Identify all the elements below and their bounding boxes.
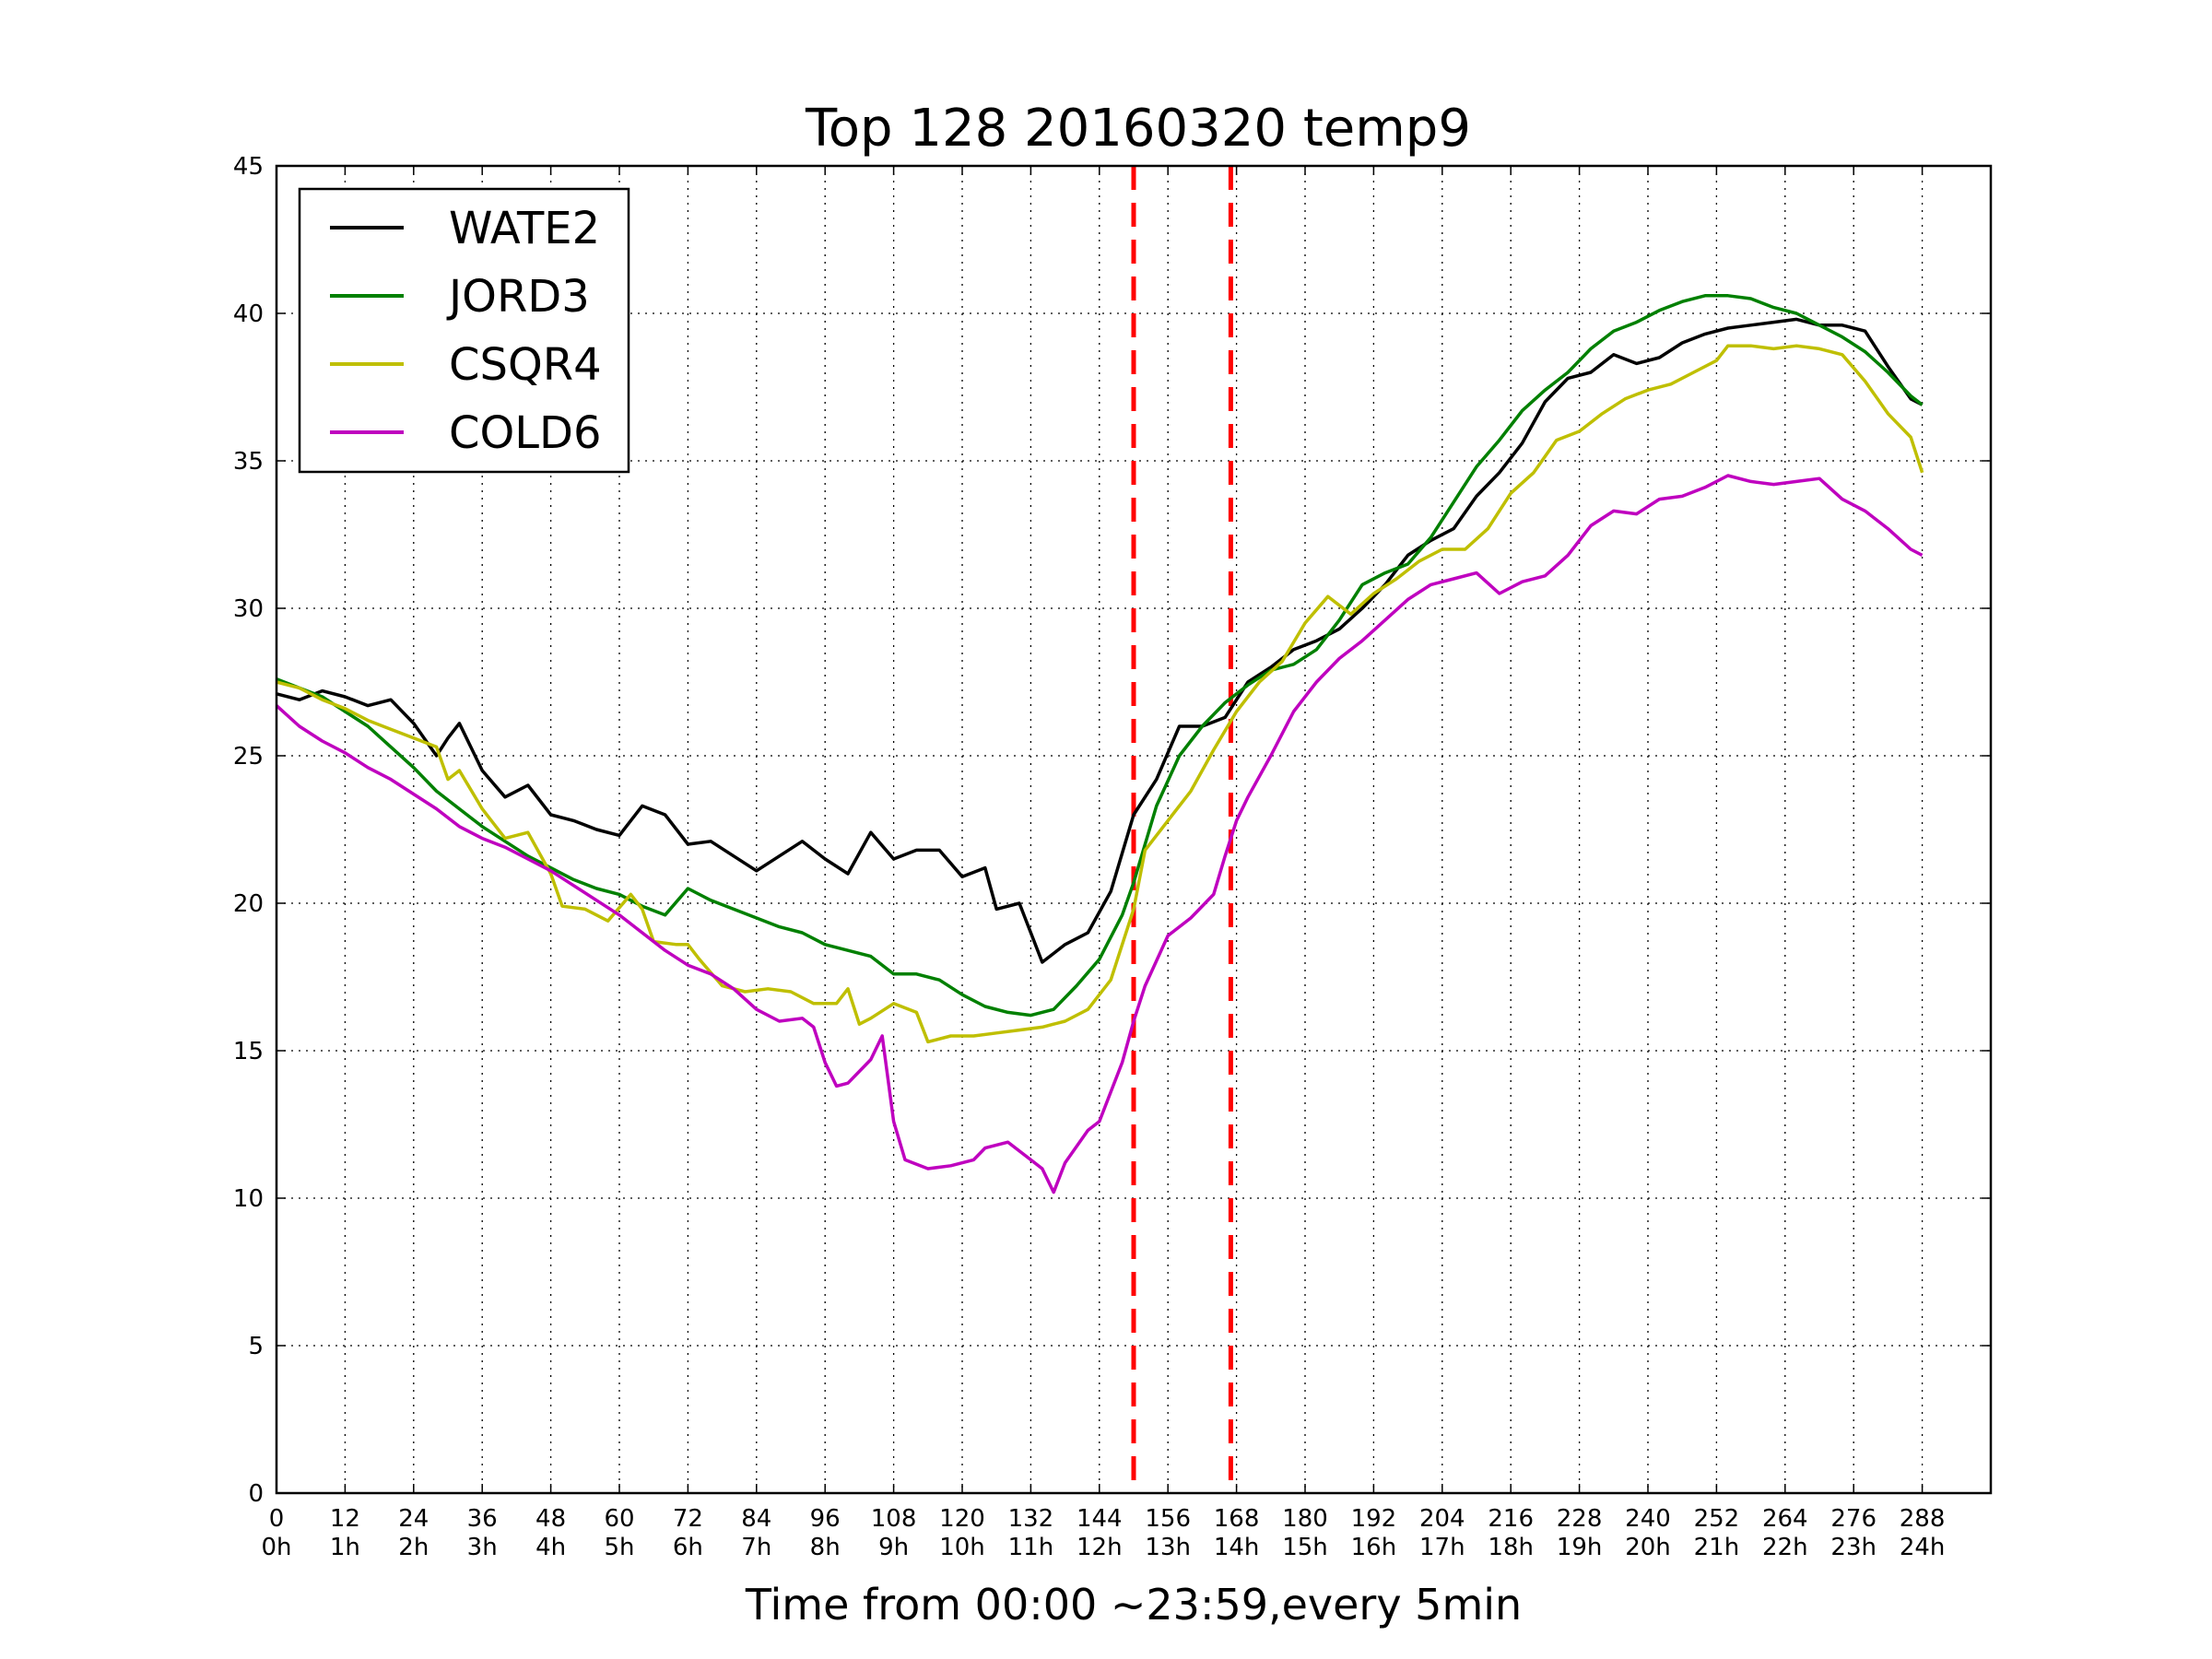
x-tick-label: 36	[467, 1505, 498, 1533]
x-tick-label: 60	[604, 1505, 634, 1533]
y-tick-label: 15	[233, 1038, 264, 1065]
x-tick-label: 216	[1488, 1505, 1534, 1533]
x-tick-hour-label: 10h	[939, 1534, 985, 1561]
legend-label-cold6: COLD6	[449, 407, 602, 459]
legend-box	[298, 187, 630, 474]
x-tick-label: 0	[269, 1505, 285, 1533]
y-tick-label: 30	[233, 595, 264, 623]
x-tick-label: 168	[1214, 1505, 1260, 1533]
x-tick-label: 108	[871, 1505, 917, 1533]
x-tick-hour-label: 20h	[1625, 1534, 1671, 1561]
x-tick-hour-label: 24h	[1900, 1534, 1946, 1561]
x-tick-hour-label: 23h	[1830, 1534, 1877, 1561]
x-tick-hour-label: 7h	[741, 1534, 771, 1561]
x-tick-label: 252	[1694, 1505, 1740, 1533]
y-tick-label: 5	[248, 1333, 264, 1360]
x-tick-label: 156	[1145, 1505, 1191, 1533]
x-tick-label: 240	[1625, 1505, 1671, 1533]
x-tick-hour-label: 8h	[810, 1534, 841, 1561]
y-tick-label: 0	[248, 1480, 264, 1508]
y-tick-label: 10	[233, 1185, 264, 1213]
x-tick-hour-label: 6h	[673, 1534, 703, 1561]
legend-label-wate2: WATE2	[449, 203, 600, 254]
chart-title: Top 128 20160320 temp9	[805, 99, 1471, 159]
y-tick-label: 20	[233, 890, 264, 918]
x-tick-label: 192	[1351, 1505, 1397, 1533]
x-tick-label: 12	[330, 1505, 360, 1533]
x-tick-label: 84	[741, 1505, 771, 1533]
x-tick-label: 144	[1077, 1505, 1123, 1533]
x-tick-label: 48	[535, 1505, 566, 1533]
x-tick-hour-label: 1h	[330, 1534, 360, 1561]
x-tick-hour-label: 4h	[535, 1534, 566, 1561]
x-tick-hour-label: 17h	[1419, 1534, 1465, 1561]
x-tick-hour-label: 11h	[1008, 1534, 1054, 1561]
series-lines	[275, 294, 1924, 1194]
legend-label-jord3: JORD3	[446, 271, 590, 323]
y-tick-label: 45	[233, 153, 264, 181]
x-tick-label: 228	[1557, 1505, 1603, 1533]
x-tick-label: 120	[939, 1505, 985, 1533]
x-tick-hour-label: 9h	[878, 1534, 909, 1561]
x-tick-hour-label: 2h	[398, 1534, 429, 1561]
x-tick-hour-label: 0h	[261, 1534, 291, 1561]
y-tick-label: 25	[233, 743, 264, 771]
x-tick-label: 264	[1762, 1505, 1808, 1533]
x-tick-label: 72	[673, 1505, 703, 1533]
y-tick-labels: 0 5 10 15 20 25 30 35 40 45	[233, 153, 264, 1508]
x-tick-label: 96	[810, 1505, 841, 1533]
x-tick-label: 24	[398, 1505, 429, 1533]
plot-frame	[275, 164, 1993, 1495]
x-tick-hour-label: 13h	[1145, 1534, 1191, 1561]
series-line-cold6	[275, 474, 1924, 1194]
x-tick-label: 132	[1008, 1505, 1054, 1533]
x-tick-label: 288	[1900, 1505, 1946, 1533]
axis-ticks	[276, 165, 1991, 1494]
y-tick-label: 40	[233, 300, 264, 328]
x-tick-hour-label: 19h	[1557, 1534, 1603, 1561]
x-tick-hour-label: 16h	[1351, 1534, 1397, 1561]
y-tick-label: 35	[233, 448, 264, 476]
x-tick-hour-label: 21h	[1694, 1534, 1740, 1561]
x-tick-hour-label: 5h	[604, 1534, 634, 1561]
x-tick-hour-label: 12h	[1077, 1534, 1123, 1561]
x-tick-label: 276	[1830, 1505, 1877, 1533]
x-tick-hour-label: 22h	[1762, 1534, 1808, 1561]
series-line-wate2	[276, 317, 1924, 964]
legend-label-csqr4: CSQR4	[449, 339, 602, 391]
legend: WATE2 JORD3 CSQR4 COLD6	[298, 187, 630, 474]
x-tick-label: 204	[1419, 1505, 1465, 1533]
x-tick-label: 180	[1282, 1505, 1328, 1533]
reference-lines	[1131, 166, 1233, 1493]
series-line-csqr4	[276, 344, 1924, 1044]
x-tick-hour-label: 15h	[1282, 1534, 1328, 1561]
x-axis-label: Time from 00:00 ~23:59,every 5min	[745, 1580, 1522, 1630]
x-tick-hour-label: 14h	[1214, 1534, 1260, 1561]
series-line-jord3	[276, 294, 1924, 1018]
x-tick-hour-label: 18h	[1488, 1534, 1534, 1561]
x-tick-hour-label: 3h	[467, 1534, 498, 1561]
